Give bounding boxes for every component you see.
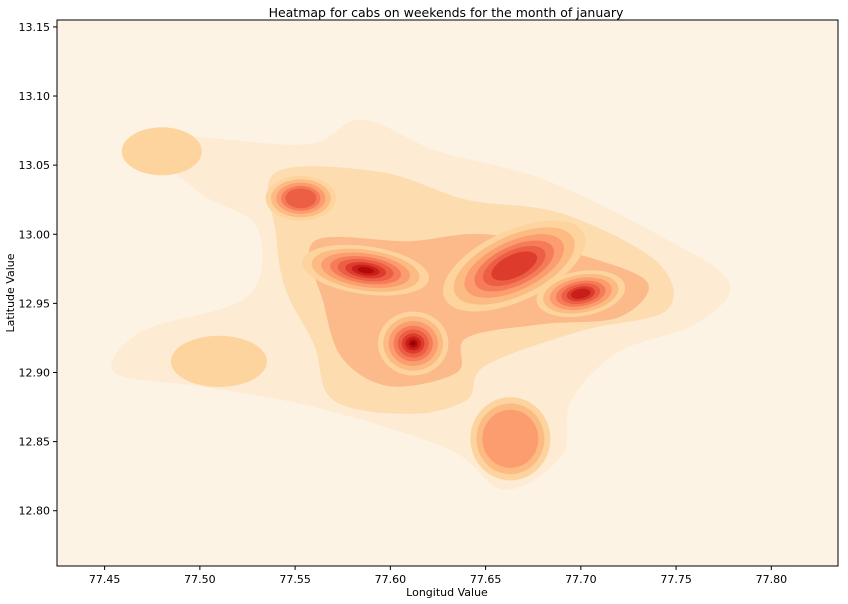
x-tick-label: 77.55 xyxy=(279,573,311,586)
x-axis-label: Longitud Value xyxy=(406,586,488,599)
chart-title: Heatmap for cabs on weekends for the mon… xyxy=(269,5,624,20)
hotspot-contour xyxy=(571,288,591,299)
hotspot-0 xyxy=(378,311,449,376)
hotspot-7 xyxy=(121,127,202,176)
plot-frame xyxy=(56,19,839,567)
x-axis: 77.45 77.50 77.55 77.60 77.65 77.70 77.75 77.80 xyxy=(89,566,787,586)
hotspot-6 xyxy=(170,335,267,387)
hotspot-contour xyxy=(170,335,267,387)
y-tick-label: 13.05 xyxy=(19,159,51,172)
x-tick-label: 77.80 xyxy=(756,573,788,586)
hotspot-5 xyxy=(470,397,551,481)
x-tick-label: 77.65 xyxy=(470,573,502,586)
density-contours xyxy=(111,119,731,491)
x-tick-label: 77.50 xyxy=(184,573,216,586)
hotspot-contour xyxy=(357,266,374,274)
hotspot-2 xyxy=(536,270,626,318)
hotspot-3 xyxy=(443,220,586,312)
y-axis: 12.80 12.85 12.90 12.95 13.00 13.05 13.10 13.15 xyxy=(19,21,57,518)
y-tick-label: 12.90 xyxy=(19,366,51,379)
y-tick-label: 12.95 xyxy=(19,297,51,310)
hotspot-contour xyxy=(482,409,539,468)
y-axis-label: Latitude Value xyxy=(4,253,17,332)
hotspot-contour xyxy=(285,188,317,209)
y-tick-label: 13.10 xyxy=(19,90,51,103)
x-tick-label: 77.70 xyxy=(565,573,597,586)
hotspot-contour xyxy=(491,251,538,281)
hotspot-contour xyxy=(121,127,202,176)
hotspot-4 xyxy=(265,175,336,221)
y-tick-label: 13.15 xyxy=(19,21,51,34)
hotspot-contour xyxy=(411,341,416,346)
x-tick-label: 77.45 xyxy=(89,573,121,586)
y-tick-label: 13.00 xyxy=(19,228,51,241)
x-tick-label: 77.60 xyxy=(375,573,407,586)
y-tick-label: 12.85 xyxy=(19,436,51,449)
x-tick-label: 77.75 xyxy=(660,573,692,586)
y-tick-label: 12.80 xyxy=(19,505,51,518)
hotspot-1 xyxy=(302,244,430,296)
